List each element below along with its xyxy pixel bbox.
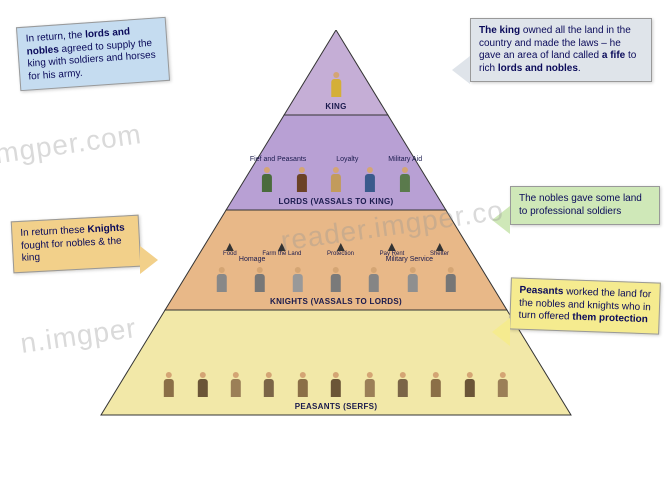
- figure: [443, 267, 457, 295]
- exchange-arrow: Food: [223, 243, 237, 257]
- tier-sublabel: Homage: [239, 256, 265, 263]
- callout-lords-supply: In return, the lords and nobles agreed t…: [16, 17, 170, 91]
- callout-knights-fought: In return these Knights fought for noble…: [11, 215, 142, 273]
- tier-lords: Fief and Peasants Loyalty Military Aid LOR…: [235, 115, 437, 210]
- figure: [229, 372, 243, 400]
- figure: [253, 267, 267, 295]
- figure: [405, 267, 419, 295]
- callout-pointer: [452, 56, 470, 84]
- figure: [295, 167, 309, 195]
- tier-sublabel: Military Aid: [388, 156, 422, 163]
- tier-peasants-arrows: [163, 356, 509, 368]
- callout-pointer: [492, 206, 510, 234]
- figure: [362, 372, 376, 400]
- exchange-arrow: Pay Rent: [380, 243, 405, 257]
- figure: [296, 372, 310, 400]
- tier-king-label: KING: [325, 102, 346, 111]
- figure: [398, 167, 412, 195]
- tier-peasants-label: PEASANTS (SERFS): [295, 402, 378, 411]
- figure: [195, 372, 209, 400]
- figure: [262, 372, 276, 400]
- pyramid-content: KING Fief and Peasants Loyalty Military Ai…: [96, 30, 576, 450]
- exchange-arrow: Protection: [327, 243, 354, 257]
- figure: [329, 267, 343, 295]
- tier-knights-label: KNIGHTS (VASSALS TO LORDS): [270, 297, 402, 306]
- figure: [496, 372, 510, 400]
- exchange-arrow: Farm the Land: [262, 243, 301, 257]
- tier-sublabel: Loyalty: [336, 156, 358, 163]
- tier-knights-sublabels: Homage Military Service: [179, 256, 493, 263]
- figure: [463, 372, 477, 400]
- tier-knights-arrows: Food Farm the Land Protection Pay Rent Shelt…: [210, 244, 462, 256]
- figure: [329, 167, 343, 195]
- callout-peasants-worked: Peasants worked the land for the nobles …: [509, 277, 661, 334]
- callout-pointer: [140, 246, 158, 274]
- figure: [363, 167, 377, 195]
- tier-lords-label: LORDS (VASSALS TO KING): [278, 197, 393, 206]
- figure: [367, 267, 381, 295]
- tier-sublabel: Fief and Peasants: [250, 156, 306, 163]
- figure: [329, 372, 343, 400]
- figure: [260, 167, 274, 195]
- tier-peasants: PEASANTS (SERFS): [120, 310, 552, 415]
- tier-peasants-figures: [152, 368, 520, 400]
- figure: [214, 267, 228, 295]
- tier-knights: Food Farm the Land Protection Pay Rent Shelt…: [179, 210, 493, 310]
- callout-king-owns: The king owned all the land in the count…: [470, 18, 652, 82]
- figure: [429, 372, 443, 400]
- callout-nobles-gave: The nobles gave some land to professiona…: [510, 186, 660, 225]
- figure: [291, 267, 305, 295]
- callout-pointer: [492, 318, 510, 346]
- tier-king: KING: [288, 30, 383, 115]
- tier-knights-figures: [202, 263, 469, 295]
- tier-lords-sublabels: Fief and Peasants Loyalty Military Aid: [235, 156, 437, 163]
- figure: [329, 72, 343, 100]
- figure: [396, 372, 410, 400]
- exchange-arrow: Shelter: [430, 243, 449, 257]
- tier-lords-figures: [250, 163, 422, 195]
- tier-sublabel: Military Service: [386, 256, 433, 263]
- feudal-pyramid-diagram: KING Fief and Peasants Loyalty Military Ai…: [0, 0, 672, 503]
- figure: [162, 372, 176, 400]
- tier-king-figures: [295, 68, 376, 100]
